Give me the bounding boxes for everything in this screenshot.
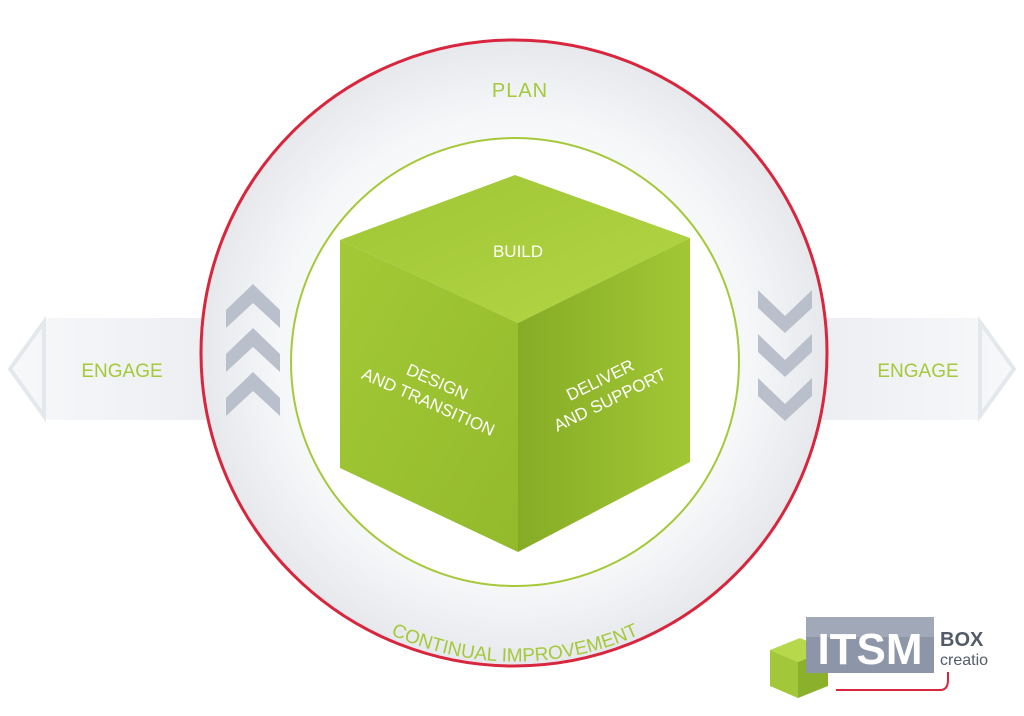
chevron-up-icon (226, 372, 280, 416)
cube-left-face (340, 240, 518, 552)
logo-creatio-text: creatio (940, 652, 988, 669)
left-engage-label: ENGAGE (81, 361, 162, 382)
itsm-box-logo: ITSM BOX creatio (770, 617, 988, 698)
left-arrow-tip-outline (7, 315, 46, 423)
chevron-down-icon (758, 290, 812, 333)
build-label: BUILD (493, 242, 543, 261)
chevron-up-icon (226, 328, 280, 372)
logo-box-text: BOX (940, 629, 984, 651)
outer-ring-red (199, 38, 829, 668)
cube-top-face (340, 175, 690, 323)
right-engage-label: ENGAGE (877, 361, 958, 382)
right-arrow-tip-outline (978, 315, 1017, 423)
logo-red-corner (939, 672, 949, 691)
chevron-down-icon (758, 378, 812, 421)
logo-cube-left (770, 650, 798, 698)
chevron-up-icon (226, 284, 280, 328)
plan-label: PLAN (492, 80, 548, 102)
chevron-down-icon (758, 334, 812, 377)
left-chevrons-up (226, 284, 280, 416)
logo-itsm-box-shade (806, 617, 934, 637)
cube-right-face (518, 238, 690, 552)
inner-ring-green (290, 137, 740, 587)
value-chain-cube (340, 175, 690, 552)
logo-itsm-text: ITSM (817, 625, 922, 674)
right-chevrons-down (758, 290, 812, 421)
